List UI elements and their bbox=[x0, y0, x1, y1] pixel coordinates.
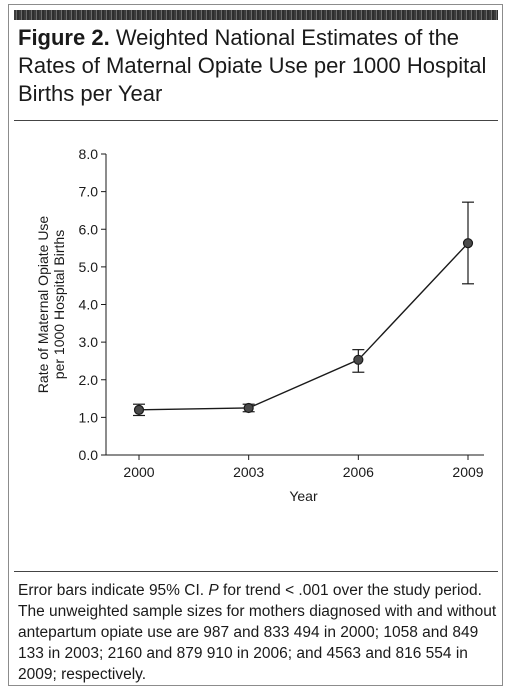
figure-label: Figure 2. bbox=[18, 25, 110, 50]
line-chart: 0.0 1.0 2.0 3.0 4.0 5.0 6.0 7.0 8.0 2000 2003 2006 2… bbox=[35, 146, 484, 504]
y-tick-label: 5.0 bbox=[79, 259, 99, 275]
x-axis-label: Year bbox=[289, 488, 318, 504]
caption-part2: for trend < .001 over the study period. … bbox=[18, 582, 497, 683]
y-tick-label: 4.0 bbox=[79, 297, 99, 313]
title-divider bbox=[14, 120, 498, 121]
y-tick-label: 7.0 bbox=[79, 184, 99, 200]
y-tick-label: 6.0 bbox=[79, 221, 99, 237]
figure-caption: Error bars indicate 95% CI. P for trend … bbox=[18, 580, 498, 685]
figure-title-text: Weighted National Estimates of the Rates… bbox=[18, 25, 487, 106]
y-tick-label: 0.0 bbox=[79, 447, 99, 463]
data-point bbox=[353, 354, 364, 365]
y-tick-label: 8.0 bbox=[79, 146, 99, 162]
y-axis-label-line1: Rate of Maternal Opiate Use bbox=[35, 216, 51, 394]
y-tick-label: 3.0 bbox=[79, 334, 99, 350]
y-axis-label-line2: per 1000 Hospital Births bbox=[51, 230, 67, 379]
data-point bbox=[133, 404, 145, 415]
y-tick-label: 1.0 bbox=[79, 409, 99, 425]
data-point bbox=[243, 402, 254, 414]
figure-title: Figure 2. Weighted National Estimates of… bbox=[18, 24, 498, 108]
x-tick-label: 2009 bbox=[452, 464, 483, 480]
caption-divider bbox=[14, 571, 498, 572]
decorative-top-bar bbox=[14, 10, 498, 20]
series-line bbox=[138, 242, 469, 411]
caption-part1: Error bars indicate 95% CI. bbox=[18, 582, 209, 599]
x-tick-label: 2003 bbox=[233, 464, 264, 480]
y-tick-label: 2.0 bbox=[79, 372, 99, 388]
figure-frame bbox=[8, 4, 503, 686]
x-tick-label: 2006 bbox=[343, 464, 374, 480]
x-tick-label: 2000 bbox=[123, 464, 154, 480]
data-point bbox=[462, 238, 474, 249]
caption-p-symbol: P bbox=[208, 582, 219, 599]
